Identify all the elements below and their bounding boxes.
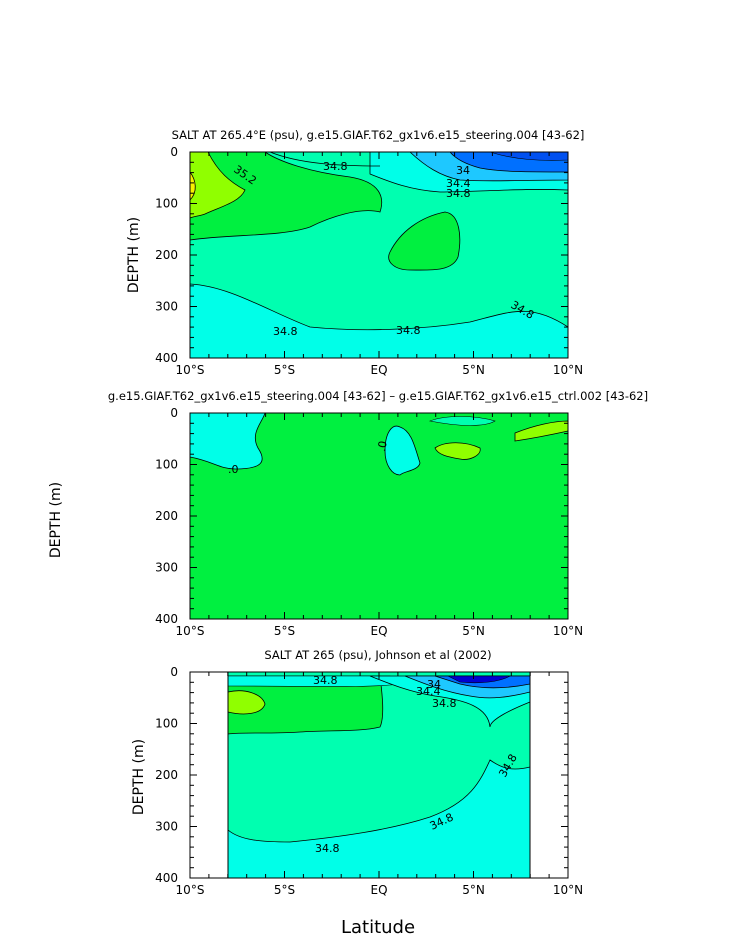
- x-tick-label: EQ: [370, 883, 387, 897]
- panel-1: SALT AT 265.4°E (psu), g.e15.GIAF.T62_gx…: [126, 128, 584, 377]
- panel-3-ylabel: DEPTH (m): [131, 739, 147, 815]
- y-tick-label: 300: [155, 820, 178, 834]
- x-tick-label: EQ: [370, 363, 387, 377]
- panel-1-ylabel: DEPTH (m): [126, 217, 142, 293]
- y-tick-label: 0: [170, 145, 178, 159]
- panel-1-contour-a: [269, 151, 381, 167]
- panel-1-label-3: 34: [456, 164, 470, 177]
- panel-2-negative-1: [189, 412, 266, 470]
- panel-2-negative-2: [384, 425, 421, 476]
- panel-2-plot: [189, 412, 569, 619]
- x-tick-label: 5°S: [274, 624, 295, 638]
- x-tick-label: 10°S: [176, 624, 205, 638]
- panel-1-deep-water: [189, 283, 569, 359]
- y-tick-label: 200: [155, 768, 178, 782]
- panel-1-label-7: 34.8: [396, 324, 421, 337]
- panel-3-salty-tongue: [227, 675, 384, 735]
- panel-1-plot: [189, 151, 569, 359]
- y-tick-label: 100: [155, 717, 178, 731]
- panel-1-label-4: 34.4: [446, 177, 471, 190]
- panel-1-salty-tongue: [189, 151, 383, 241]
- x-tick-label: EQ: [370, 624, 387, 638]
- panel-3-deep-water: [227, 759, 531, 879]
- panel-3-label-3: 34.4: [416, 685, 441, 698]
- panel-1-label-6: 34.8: [273, 325, 298, 338]
- panel-3-label-2: 34: [427, 678, 441, 691]
- y-tick-label: 400: [155, 871, 178, 885]
- panel-3-label-1: 34.8: [313, 674, 338, 687]
- y-tick-label: 200: [155, 509, 178, 523]
- y-tick-label: 200: [155, 248, 178, 262]
- y-tick-label: 400: [155, 351, 178, 365]
- y-tick-label: 100: [155, 197, 178, 211]
- panel-2-negative-3: [428, 416, 496, 426]
- panel-2-title: g.e15.GIAF.T62_gx1v6.e15_steering.004 [4…: [108, 389, 648, 403]
- y-tick-label: 300: [155, 561, 178, 575]
- x-tick-label: 5°N: [462, 883, 485, 897]
- x-axis-label: Latitude: [341, 917, 415, 938]
- x-tick-label: 5°N: [462, 624, 485, 638]
- panel-2-label-1: .0: [228, 463, 239, 476]
- panel-3-core: [227, 690, 266, 715]
- y-tick-label: 400: [155, 612, 178, 626]
- x-tick-label: 5°S: [274, 883, 295, 897]
- panel-1-label-2: 34.8: [323, 160, 348, 173]
- x-tick-label: 10°N: [553, 624, 583, 638]
- y-tick-label: 300: [155, 300, 178, 314]
- y-tick-label: 0: [170, 665, 178, 679]
- x-tick-label: 10°S: [176, 883, 205, 897]
- panel-2: g.e15.GIAF.T62_gx1v6.e15_steering.004 [4…: [48, 389, 648, 638]
- panel-3-label-4: 34.8: [432, 697, 457, 710]
- panel-3: SALT AT 265 (psu), Johnson et al (2002) …: [131, 648, 583, 897]
- x-tick-label: 10°N: [553, 363, 583, 377]
- panel-3-label-5: 34.8: [315, 842, 340, 855]
- panel-1-blob: [388, 211, 461, 271]
- x-tick-label: 10°S: [176, 363, 205, 377]
- panel-3-title: SALT AT 265 (psu), Johnson et al (2002): [264, 648, 491, 662]
- y-tick-label: 100: [155, 458, 178, 472]
- x-tick-label: 5°S: [274, 363, 295, 377]
- panel-1-title: SALT AT 265.4°E (psu), g.e15.GIAF.T62_gx…: [172, 128, 585, 142]
- panel-2-ylabel: DEPTH (m): [48, 482, 64, 558]
- panel-2-positive-1: [434, 442, 481, 460]
- panel-2-label-2: .0: [375, 440, 390, 453]
- panel-1-label-5: 34.8: [446, 187, 471, 200]
- x-tick-label: 5°N: [462, 363, 485, 377]
- panel-3-fresh-4: [447, 675, 512, 684]
- panel-1-core-35-2: [189, 151, 246, 219]
- x-tick-label: 10°N: [553, 883, 583, 897]
- panel-2-axes: 10°S 5°S EQ 5°N 10°N 0 100 200 300 400: [155, 406, 583, 638]
- panel-3-plot: [227, 672, 531, 879]
- panel-1-axes: 10°S 5°S EQ 5°N 10°N 0 100 200 300 400: [155, 145, 583, 377]
- y-tick-label: 0: [170, 406, 178, 420]
- panel-3-axes: 10°S 5°S EQ 5°N 10°N 0 100 200 300 400: [155, 665, 583, 897]
